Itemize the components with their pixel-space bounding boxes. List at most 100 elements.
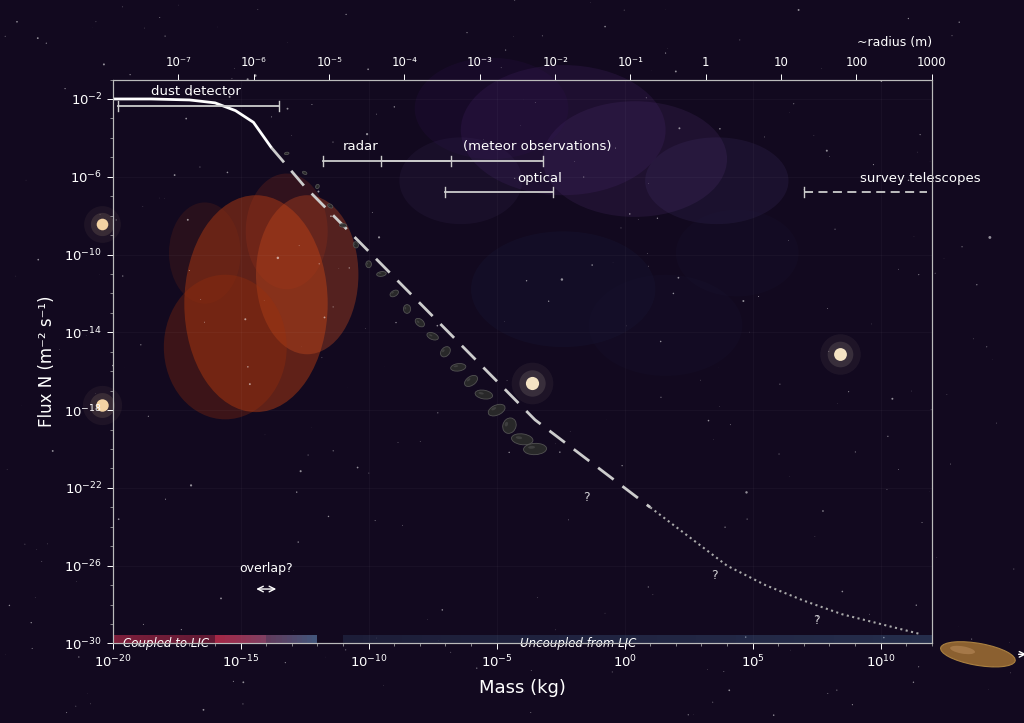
Ellipse shape xyxy=(366,261,372,268)
Bar xyxy=(169,635,174,652)
Ellipse shape xyxy=(404,307,407,309)
Point xyxy=(79,688,95,699)
Point xyxy=(573,442,590,453)
Point xyxy=(442,646,459,658)
Ellipse shape xyxy=(451,364,466,371)
Point xyxy=(766,709,782,721)
Point xyxy=(115,1,131,12)
Bar xyxy=(179,635,184,652)
Point xyxy=(863,318,880,330)
Point xyxy=(807,531,823,542)
Ellipse shape xyxy=(399,137,522,224)
Point xyxy=(88,16,104,27)
Bar xyxy=(246,635,251,652)
Bar xyxy=(210,635,215,652)
Bar xyxy=(143,635,148,652)
Point xyxy=(44,445,60,457)
Bar xyxy=(696,635,716,652)
Point xyxy=(338,9,354,20)
Point xyxy=(157,30,173,42)
Point xyxy=(317,651,334,663)
Point xyxy=(280,103,296,114)
Point xyxy=(922,486,938,497)
Point xyxy=(523,664,540,676)
Point xyxy=(927,268,943,279)
Bar xyxy=(441,635,461,652)
Point xyxy=(780,234,797,246)
Point xyxy=(686,709,702,720)
Point xyxy=(721,685,737,696)
Point xyxy=(498,44,514,56)
Point xyxy=(772,378,788,390)
Point xyxy=(741,326,758,338)
Ellipse shape xyxy=(315,184,319,189)
Point xyxy=(964,633,980,645)
Ellipse shape xyxy=(302,171,307,174)
Point xyxy=(434,604,451,616)
Bar xyxy=(133,635,138,652)
Point xyxy=(910,269,927,281)
Point xyxy=(782,644,799,656)
Point xyxy=(300,449,316,461)
Point xyxy=(293,341,309,353)
Point xyxy=(944,30,961,41)
Point xyxy=(515,633,531,644)
Point xyxy=(659,43,676,54)
Point xyxy=(313,352,330,364)
Point xyxy=(386,101,402,113)
Point xyxy=(226,63,243,74)
Bar xyxy=(872,635,893,652)
Point xyxy=(24,617,40,628)
Point xyxy=(913,517,930,529)
Bar xyxy=(256,635,261,652)
Point xyxy=(716,666,732,677)
Bar xyxy=(657,635,677,652)
Point xyxy=(219,166,236,178)
Point xyxy=(604,666,621,677)
Point xyxy=(290,536,306,548)
Point xyxy=(638,92,654,103)
Point xyxy=(88,479,104,491)
Ellipse shape xyxy=(328,204,333,208)
Point xyxy=(0,463,15,475)
Ellipse shape xyxy=(645,137,788,224)
Point xyxy=(394,520,411,531)
Point xyxy=(152,192,168,204)
Point xyxy=(657,47,674,59)
Point xyxy=(223,73,240,85)
Point xyxy=(158,493,174,505)
Point xyxy=(341,262,357,274)
Ellipse shape xyxy=(488,404,505,416)
Point xyxy=(108,214,124,226)
Point xyxy=(7,270,24,282)
Point xyxy=(645,589,662,601)
Point xyxy=(24,643,40,654)
Point xyxy=(507,0,523,6)
Point xyxy=(524,685,541,696)
Point xyxy=(771,448,787,460)
Point xyxy=(173,624,189,636)
Bar xyxy=(189,635,195,652)
Bar xyxy=(343,635,362,652)
Point xyxy=(541,296,557,307)
Point xyxy=(377,361,393,372)
Bar xyxy=(302,635,307,652)
Bar xyxy=(251,635,256,652)
Ellipse shape xyxy=(512,434,532,445)
Point xyxy=(969,279,985,291)
Bar xyxy=(677,635,696,652)
Point xyxy=(524,377,541,389)
Bar xyxy=(164,635,169,652)
Point xyxy=(51,344,68,356)
Point xyxy=(905,677,922,688)
Bar xyxy=(500,635,519,652)
Point xyxy=(936,253,952,265)
Ellipse shape xyxy=(543,101,727,217)
Point xyxy=(34,555,50,567)
Point xyxy=(796,184,812,195)
Bar xyxy=(282,635,287,652)
Ellipse shape xyxy=(467,378,470,382)
Point xyxy=(419,614,435,625)
Point xyxy=(92,208,109,220)
Point xyxy=(544,174,560,185)
